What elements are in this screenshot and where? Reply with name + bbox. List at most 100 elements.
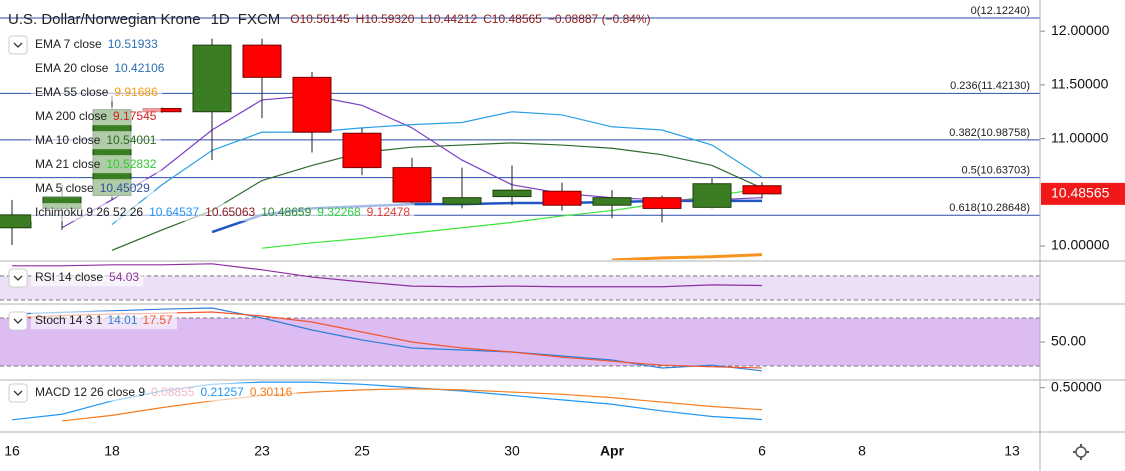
indicator-line: [11, 307, 763, 372]
legend-row: EMA 20 close 10.42106: [31, 59, 169, 78]
legend-value: 9.91686: [114, 85, 158, 99]
source: FXCM: [238, 11, 281, 28]
legend-value: 10.45029: [100, 181, 150, 195]
legend-entry: EMA 20 close 10.42106: [35, 61, 165, 75]
legend-value: 10.54001: [106, 133, 156, 147]
legend-entry: EMA 55 close 9.91686: [35, 85, 158, 99]
y-tick-label: 12.00000: [1051, 22, 1110, 38]
legend-name: EMA 7 close: [35, 37, 102, 51]
last-price-box: [1041, 182, 1125, 205]
legend-name: MA 200 close: [35, 109, 107, 123]
legend-name: RSI 14 close: [35, 270, 103, 284]
legend-value: 0.30116: [250, 385, 293, 399]
legend-background: [31, 59, 169, 78]
legend-entry: EMA 7 close 10.51933: [35, 37, 158, 51]
legend-row: MA 5 close 10.45029: [31, 179, 155, 198]
legend-entry: RSI 14 close 54.03: [35, 270, 139, 284]
legend-background: [31, 35, 163, 54]
x-tick-label: 23: [254, 443, 270, 459]
collapse-button[interactable]: [8, 268, 28, 288]
legend-background: [31, 383, 297, 402]
legend-row: MA 200 close 9.17545: [31, 107, 161, 126]
legend-row: Ichimoku 9 26 52 26 10.64537 10.65063 10.48…: [31, 203, 415, 222]
collapse-chevron: [13, 318, 23, 324]
x-tick-label: 25: [354, 443, 370, 459]
y-tick-label: 50.00: [1051, 333, 1086, 349]
indicator-line: [611, 253, 763, 260]
collapse-chevron: [13, 275, 23, 281]
collapse-button[interactable]: [8, 383, 28, 403]
ohlc-value: O10.56145: [290, 12, 350, 26]
legend-row: MA 21 close 10.52832: [31, 155, 161, 174]
candle-body: [342, 132, 382, 169]
legend-row: MACD 12 26 close 9 0.08855 0.21257 0.30116: [8, 383, 297, 403]
ohlc-value: C10.48565: [483, 12, 542, 26]
legend-name: EMA 20 close: [35, 61, 109, 75]
legend-value: 9.17545: [113, 109, 157, 123]
collapse-button[interactable]: [8, 35, 28, 55]
x-tick-label: 13: [1004, 443, 1020, 459]
x-tick-label: 30: [504, 443, 520, 459]
legend-name: MA 10 close: [35, 133, 101, 147]
candle-body: [492, 189, 532, 198]
legend-value: 10.48659: [261, 205, 311, 219]
legend-name: Stoch 14 3 1: [35, 313, 103, 327]
candle-body: [392, 167, 432, 203]
legend-value: 10.64537: [149, 205, 199, 219]
candle-body: [242, 44, 282, 78]
y-tick-label: 0.50000: [1051, 378, 1102, 394]
x-tick-label: Apr: [600, 443, 625, 459]
legend-entry: MA 21 close 10.52832: [35, 157, 157, 171]
candle-body: [542, 190, 582, 206]
legend-value: 10.42106: [114, 61, 164, 75]
legend-value: 9.12478: [367, 205, 411, 219]
candle-body: [692, 183, 732, 208]
legend-value: 10.52832: [106, 157, 156, 171]
y-tick-label: 11.00000: [1051, 129, 1109, 145]
legend-row: EMA 55 close 9.91686: [31, 83, 163, 102]
legend-row: EMA 7 close 10.51933: [8, 35, 163, 55]
legend-value: 0.21257: [200, 385, 244, 399]
indicator-line: [12, 263, 763, 288]
last-price-label: 10.48565: [1051, 185, 1110, 201]
fib-label: 0.618(10.28648): [949, 202, 1030, 214]
gear-icon[interactable]: [1073, 444, 1089, 460]
legend-background: [31, 131, 161, 150]
legend-background: [31, 203, 415, 222]
legend-value: 10.51933: [108, 37, 158, 51]
x-tick-label: 6: [758, 443, 766, 459]
legend-background: [31, 179, 155, 198]
symbol-title: U.S. Dollar/Norwegian Krone: [8, 11, 201, 28]
legend-value: 14.01: [108, 313, 138, 327]
legend-value: 10.65063: [205, 205, 255, 219]
legend-background: [31, 311, 177, 330]
legend-value: 17.57: [143, 313, 173, 327]
x-tick-label: 8: [858, 443, 866, 459]
candle-body: [192, 44, 232, 113]
legend-entry: MA 10 close 10.54001: [35, 133, 157, 147]
legend-value: 0.08855: [151, 385, 195, 399]
indicator-line: [61, 388, 763, 422]
legend-entry: Ichimoku 9 26 52 26 10.64537 10.65063 10.48…: [35, 205, 410, 219]
candle-body: [0, 214, 32, 229]
candle-body: [592, 197, 632, 206]
legend-name: MA 21 close: [35, 157, 101, 171]
x-tick-label: 16: [4, 443, 20, 459]
candle-body: [292, 76, 332, 133]
legend-background: [31, 155, 161, 174]
legend-entry: MA 5 close 10.45029: [35, 181, 150, 195]
collapse-button[interactable]: [8, 311, 28, 331]
legend-name: Ichimoku 9 26 52 26: [35, 205, 143, 219]
legend-row: Stoch 14 3 1 14.01 17.57: [8, 311, 177, 331]
fib-label: 0.236(11.42130): [950, 80, 1030, 92]
fib-label: 0.382(10.98758): [949, 127, 1030, 139]
candle-body: [642, 197, 682, 209]
legend-background: [31, 107, 161, 126]
candle-body: [442, 197, 482, 205]
legend-row: MA 10 close 10.54001: [31, 131, 161, 150]
candle-body: [742, 185, 782, 195]
legend-background: [31, 83, 163, 102]
band: [0, 275, 1040, 300]
